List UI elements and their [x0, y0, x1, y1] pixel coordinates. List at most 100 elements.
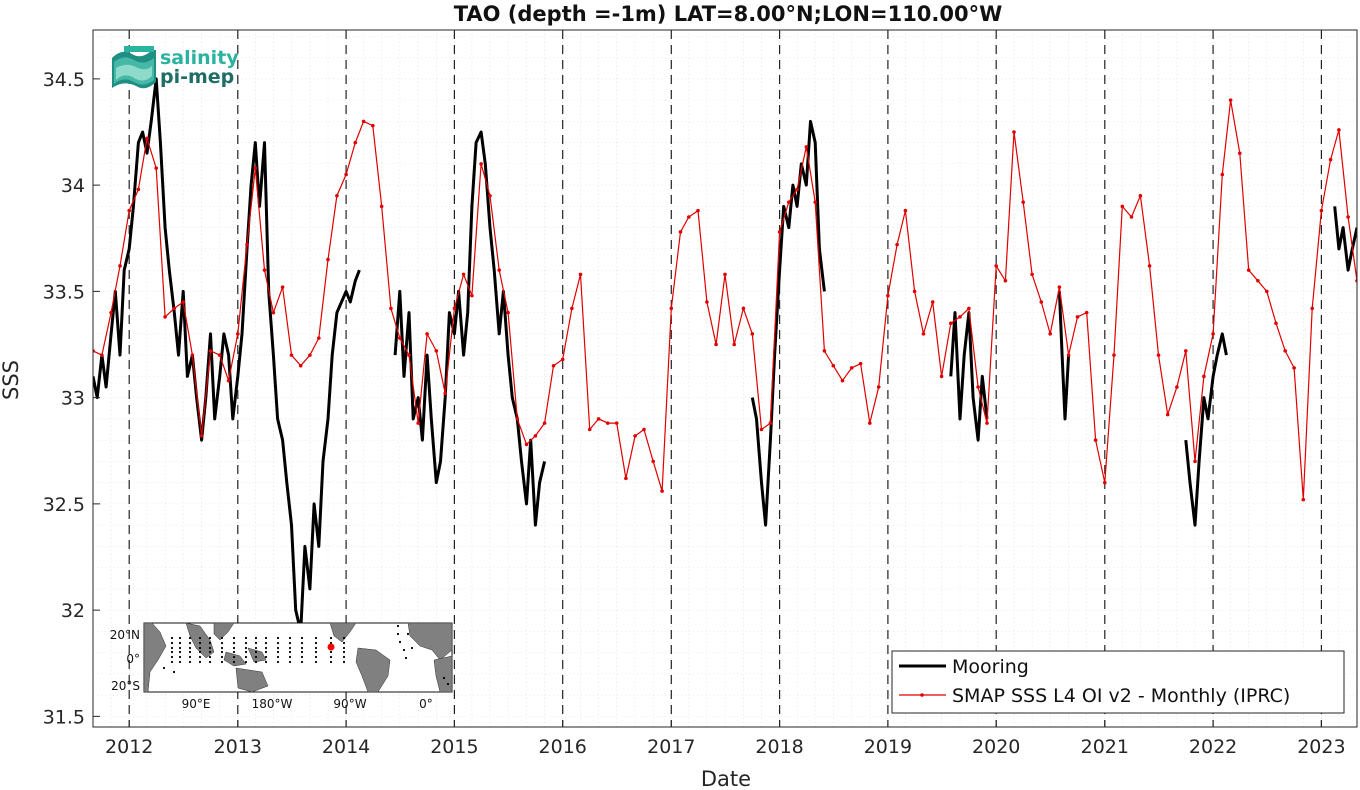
smap-point	[461, 272, 466, 277]
map-buoy	[288, 646, 292, 650]
smap-point	[1256, 278, 1260, 283]
map-buoy	[254, 641, 258, 645]
x-tick-label: 2023	[1297, 736, 1345, 758]
smap-point	[1264, 289, 1269, 294]
map-buoy	[276, 655, 280, 659]
map-buoy	[198, 641, 202, 645]
mooring-series-line	[1333, 206, 1357, 272]
smap-point	[596, 417, 601, 421]
map-lat-tick: 0°	[126, 652, 140, 666]
smap-point	[795, 187, 799, 192]
smap-point	[127, 208, 131, 213]
map-buoy	[264, 646, 268, 650]
map-buoy	[288, 636, 292, 640]
map-buoy	[198, 655, 202, 659]
x-tick-label: 2014	[322, 736, 370, 758]
smap-point	[1310, 306, 1314, 311]
map-buoy	[170, 636, 174, 640]
smap-point	[407, 353, 411, 357]
smap-point	[930, 300, 935, 304]
map-buoy	[276, 650, 280, 654]
map-buoy	[342, 646, 346, 650]
y-tick-label: 34	[61, 175, 85, 197]
smap-point	[1021, 200, 1025, 204]
smap-point	[100, 353, 104, 357]
smap-point	[1147, 264, 1152, 268]
plot-frame	[92, 29, 1358, 728]
smap-point	[515, 417, 520, 421]
mooring-series-line	[93, 77, 361, 633]
smap-point	[1129, 215, 1134, 219]
smap-point	[768, 421, 773, 425]
smap-point	[1012, 130, 1016, 134]
x-tick-label: 2021	[1081, 736, 1129, 758]
x-tick-label: 2020	[972, 736, 1020, 758]
smap-point	[895, 242, 899, 247]
smap-point	[109, 310, 113, 315]
mooring-series-line	[750, 119, 826, 527]
map-lat-tick: 20°S	[111, 679, 140, 693]
map-lat-tick: 20°N	[110, 628, 140, 642]
map-buoy	[276, 641, 280, 645]
smap-point	[1003, 278, 1008, 283]
x-tick-label: 2022	[1189, 736, 1237, 758]
map-buoy	[188, 641, 192, 645]
map-buoy	[446, 682, 450, 686]
smap-point	[163, 315, 167, 319]
smap-point	[696, 208, 700, 213]
map-buoy	[314, 660, 318, 664]
map-buoy	[244, 636, 248, 640]
map-buoy	[300, 660, 304, 664]
map-buoy	[170, 646, 174, 650]
smap-point	[443, 391, 447, 396]
map-buoy	[188, 660, 192, 664]
smap-point	[669, 306, 674, 311]
map-buoy	[276, 646, 280, 650]
tao-mooring-array	[162, 624, 450, 686]
smap-point	[678, 230, 683, 234]
map-lon-tick: 180°W	[252, 697, 293, 711]
map-buoy	[220, 641, 224, 645]
smap-point	[687, 215, 691, 219]
smap-point	[1274, 321, 1278, 326]
map-buoy	[244, 655, 248, 659]
x-tick-label: 2013	[214, 736, 262, 758]
map-buoy	[178, 655, 182, 659]
smap-point	[786, 200, 791, 204]
smap-point	[154, 166, 158, 170]
smap-point	[452, 306, 457, 311]
map-buoy	[170, 641, 174, 645]
smap-point	[326, 257, 330, 262]
legend-box	[891, 650, 1345, 714]
smap-point	[1039, 300, 1044, 304]
map-buoy	[220, 655, 224, 659]
map-buoy	[342, 655, 346, 659]
map-buoy	[314, 646, 318, 650]
map-buoy	[342, 641, 346, 645]
map-buoy	[276, 636, 280, 640]
map-buoy	[188, 650, 192, 654]
logo-waves-icon	[112, 46, 156, 89]
map-buoy	[220, 646, 224, 650]
map-buoy	[254, 636, 258, 640]
smap-point	[1175, 385, 1179, 389]
map-buoy	[220, 650, 224, 654]
map-buoy	[342, 660, 346, 664]
smap-point	[1328, 157, 1333, 162]
smap-point	[235, 332, 240, 336]
legend: Mooring SMAP SSS L4 OI v2 - Monthly (IPR…	[891, 650, 1345, 714]
grid-layer	[93, 30, 1357, 727]
map-buoy	[232, 636, 236, 640]
y-tick-label: 33.5	[43, 281, 85, 303]
smap-point	[840, 378, 845, 383]
y-tick-label: 31.5	[43, 706, 85, 728]
map-buoy	[300, 650, 304, 654]
smap-point	[1030, 272, 1034, 277]
smap-point	[1292, 366, 1296, 370]
smap-point	[912, 289, 917, 294]
map-buoy	[300, 641, 304, 645]
map-buoy	[198, 636, 202, 640]
smap-point	[1183, 349, 1188, 353]
smap-point	[199, 434, 204, 438]
